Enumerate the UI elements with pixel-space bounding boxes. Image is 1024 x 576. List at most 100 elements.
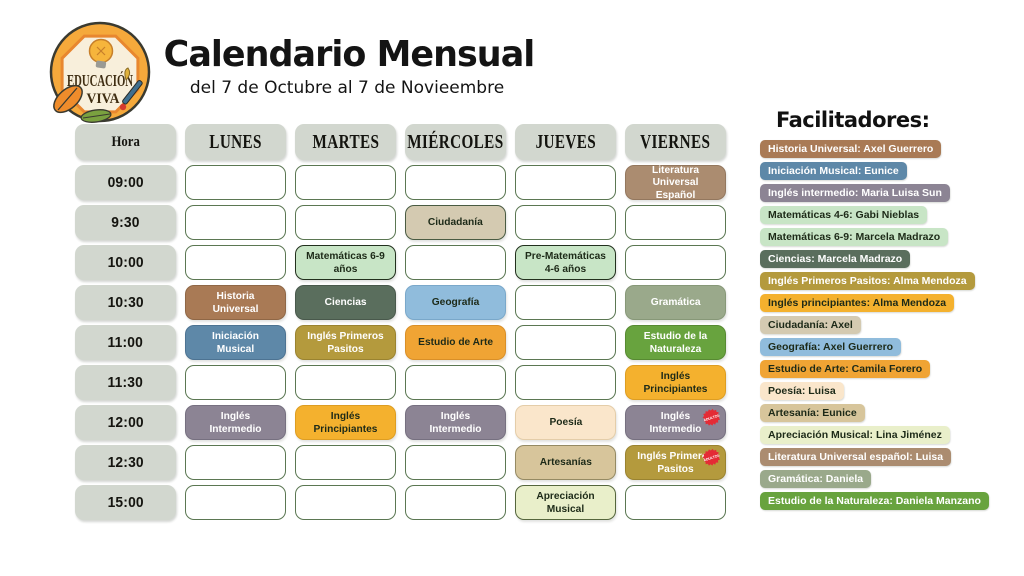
empty-slot [625, 205, 726, 240]
time-label: 9:30 [75, 205, 176, 240]
class-slot-label: Literatura Universal Español [652, 163, 699, 201]
facilitator-pill: Inglés Primeros Pasitos: Alma Mendoza [760, 272, 975, 290]
educacion-viva-logo: EDUCACIÓN VIVA [46, 20, 154, 128]
empty-slot [185, 485, 286, 520]
facilitators-title: Facilitadores: [776, 108, 930, 132]
empty-slot [295, 365, 396, 400]
empty-slot [185, 205, 286, 240]
time-label-text: 12:00 [107, 414, 144, 431]
empty-slot [185, 165, 286, 200]
facilitator-pill: Literatura Universal español: Luisa [760, 448, 952, 466]
empty-slot [405, 245, 506, 280]
day-header-text: VIERNES [640, 130, 711, 153]
logo-graphic: EDUCACIÓN VIVA [49, 21, 151, 123]
empty-slot [405, 445, 506, 480]
time-label: 12:30 [75, 445, 176, 480]
facilitator-pill: Iniciación Musical: Eunice [760, 162, 907, 180]
facilitator-pill: Ciudadanía: Axel [760, 316, 861, 334]
green-leaf-icon [80, 109, 112, 123]
time-label: 11:00 [75, 325, 176, 360]
empty-slot [185, 365, 286, 400]
class-slot: Gramática [625, 285, 726, 320]
time-label: 15:00 [75, 485, 176, 520]
orange-leaf-icon [53, 84, 83, 114]
time-label-text: 09:00 [107, 174, 144, 191]
class-slot-label: Matemáticas 6-9 años [306, 250, 385, 275]
class-slot-label: Artesanías [539, 456, 592, 469]
class-slot: Ciencias [295, 285, 396, 320]
empty-slot [515, 285, 616, 320]
class-slot-label: Gramática [650, 296, 701, 309]
facilitator-pill: Inglés intermedio: Maria Luisa Sun [760, 184, 950, 202]
facilitator-pill: Matemáticas 6-9: Marcela Madrazo [760, 228, 949, 246]
class-slot: Ciudadanía [405, 205, 506, 240]
empty-slot [185, 445, 286, 480]
day-header-text: MARTES [312, 130, 379, 153]
class-slot: Inglés Intermedio ADULTOS [625, 405, 726, 440]
class-slot-label: Inglés Primeros Pasitos [307, 330, 384, 355]
class-slot-label: Inglés Principiantes [313, 410, 378, 435]
facilitator-pill: Historia Universal: Axel Guerrero [760, 140, 942, 158]
empty-slot [185, 245, 286, 280]
facilitators-panel: Facilitadores: Historia Universal: Axel … [760, 108, 1022, 514]
empty-slot [515, 325, 616, 360]
time-label-text: 12:30 [107, 454, 144, 471]
time-label: 10:00 [75, 245, 176, 280]
class-slot: Poesía [515, 405, 616, 440]
facilitators-list: Historia Universal: Axel Guerrero Iniciac… [760, 140, 1022, 510]
hora-header-text: Hora [111, 133, 140, 150]
time-label: 09:00 [75, 165, 176, 200]
page-title: Calendario Mensual [163, 34, 536, 75]
logo-text-line1: EDUCACIÓN [67, 71, 133, 90]
facilitator-pill: Apreciación Musical: Lina Jiménez [760, 426, 950, 444]
class-slot-label: Pre-Matemáticas 4-6 años [525, 250, 606, 275]
day-header-text: JUEVES [535, 130, 596, 153]
class-slot-label: Apreciación Musical [536, 490, 595, 515]
day-header: MARTES [295, 124, 396, 160]
class-slot-label: Poesía [549, 416, 582, 429]
time-label: 11:30 [75, 365, 176, 400]
facilitator-pill: Gramática: Daniela [760, 470, 872, 488]
empty-slot [405, 165, 506, 200]
class-slot: Inglés Primeros Pasitos ADULTOS [625, 445, 726, 480]
class-slot: Geografía [405, 285, 506, 320]
day-header: MIÉRCOLES [405, 124, 506, 160]
class-slot: Inglés Primeros Pasitos [295, 325, 396, 360]
empty-slot [295, 165, 396, 200]
day-header: VIERNES [625, 124, 726, 160]
class-slot: Historia Universal [185, 285, 286, 320]
empty-slot [295, 485, 396, 520]
day-header-text: MIÉRCOLES [407, 130, 504, 153]
page-subtitle: del 7 de Octubre al 7 de Novieembre [189, 78, 505, 98]
empty-slot [295, 205, 396, 240]
pencil-icon [119, 67, 143, 111]
class-slot: Estudio de Arte [405, 325, 506, 360]
lightbulb-icon [88, 38, 114, 69]
class-slot-label: Ciencias [324, 296, 367, 309]
logo-text-line2: VIVA [87, 91, 120, 107]
class-slot-label: Ciudadanía [428, 216, 483, 229]
class-slot-label: Inglés Intermedio [649, 410, 702, 435]
day-header-text: LUNES [209, 130, 262, 153]
empty-slot [405, 485, 506, 520]
class-slot: Iniciación Musical [185, 325, 286, 360]
class-slot-label: Inglés Intermedio [209, 410, 262, 435]
class-slot: Estudio de la Naturaleza [625, 325, 726, 360]
facilitator-pill: Matemáticas 4-6: Gabi Nieblas [760, 206, 928, 224]
time-label-text: 10:00 [107, 254, 144, 271]
class-slot-label: Inglés Intermedio [429, 410, 482, 435]
class-slot: Matemáticas 6-9 años [295, 245, 396, 280]
time-label-text: 10:30 [107, 294, 144, 311]
empty-slot [295, 445, 396, 480]
empty-slot [405, 365, 506, 400]
empty-slot [625, 245, 726, 280]
time-label: 10:30 [75, 285, 176, 320]
class-slot: Inglés Intermedio [405, 405, 506, 440]
class-slot: Apreciación Musical [515, 485, 616, 520]
time-label-text: 9:30 [111, 214, 140, 231]
class-slot-label: Inglés Principiantes [643, 370, 708, 395]
empty-slot [515, 365, 616, 400]
facilitator-pill: Geografía: Axel Guerrero [760, 338, 902, 356]
day-header: LUNES [185, 124, 286, 160]
